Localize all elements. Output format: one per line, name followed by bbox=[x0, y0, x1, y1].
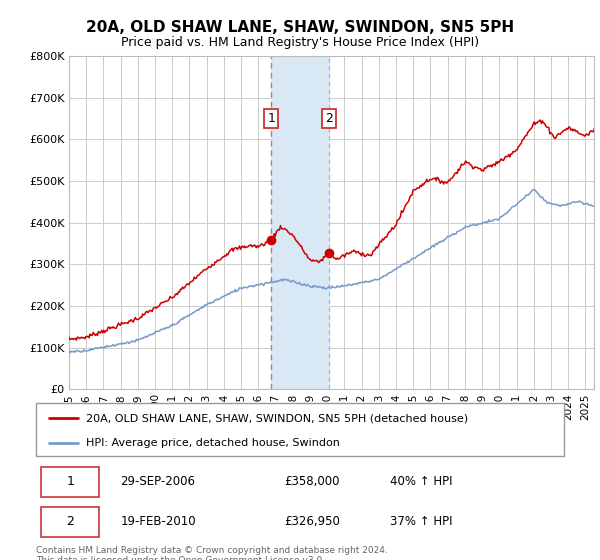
Text: 20A, OLD SHAW LANE, SHAW, SWINDON, SN5 5PH: 20A, OLD SHAW LANE, SHAW, SWINDON, SN5 5… bbox=[86, 20, 514, 35]
Text: Price paid vs. HM Land Registry's House Price Index (HPI): Price paid vs. HM Land Registry's House … bbox=[121, 36, 479, 49]
Text: 19-FEB-2010: 19-FEB-2010 bbox=[121, 515, 196, 528]
Text: 29-SEP-2006: 29-SEP-2006 bbox=[121, 475, 196, 488]
FancyBboxPatch shape bbox=[36, 403, 564, 456]
Text: 40% ↑ HPI: 40% ↑ HPI bbox=[390, 475, 452, 488]
FancyBboxPatch shape bbox=[41, 467, 100, 497]
Text: 20A, OLD SHAW LANE, SHAW, SWINDON, SN5 5PH (detached house): 20A, OLD SHAW LANE, SHAW, SWINDON, SN5 5… bbox=[86, 413, 468, 423]
Bar bbox=[271, 56, 329, 389]
Text: 37% ↑ HPI: 37% ↑ HPI bbox=[390, 515, 452, 528]
Text: 1: 1 bbox=[268, 112, 275, 125]
Text: Contains HM Land Registry data © Crown copyright and database right 2024.
This d: Contains HM Land Registry data © Crown c… bbox=[36, 546, 388, 560]
Text: £326,950: £326,950 bbox=[284, 515, 340, 528]
Text: £358,000: £358,000 bbox=[284, 475, 340, 488]
Text: 1: 1 bbox=[67, 475, 74, 488]
Text: 2: 2 bbox=[325, 112, 333, 125]
Text: HPI: Average price, detached house, Swindon: HPI: Average price, detached house, Swin… bbox=[86, 437, 340, 447]
FancyBboxPatch shape bbox=[41, 507, 100, 536]
Text: 2: 2 bbox=[67, 515, 74, 528]
